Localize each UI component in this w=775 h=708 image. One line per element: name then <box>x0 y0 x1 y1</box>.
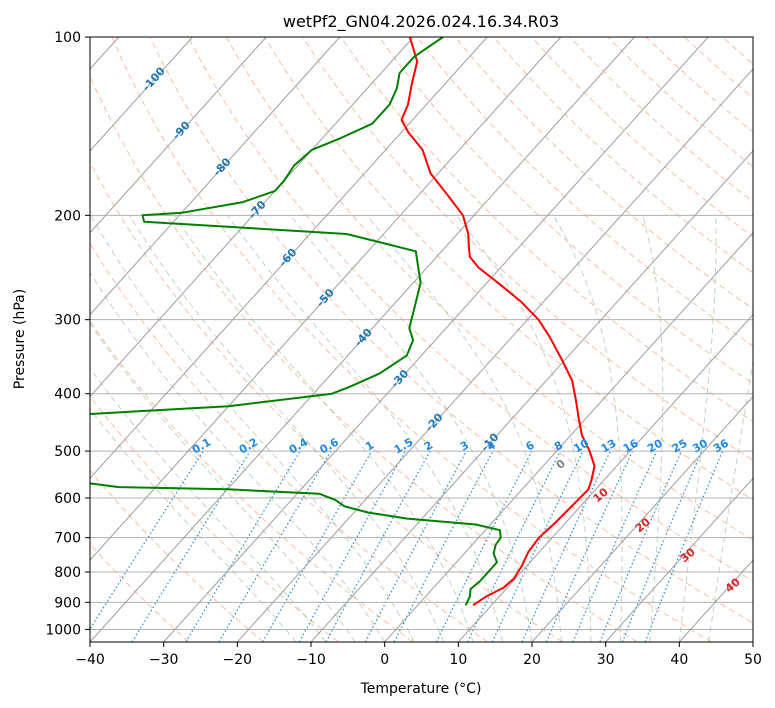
moist-adiabat <box>642 215 664 642</box>
moist-adiabat <box>290 214 533 642</box>
mixing-ratio-line <box>298 450 406 642</box>
moist-adiabat <box>552 215 623 642</box>
mixing-ratio-line <box>90 450 204 631</box>
moist-adiabat <box>456 214 592 642</box>
x-tick-label: 0 <box>380 652 389 668</box>
isotherm <box>310 150 753 642</box>
mixing-ratio-line <box>325 450 431 642</box>
isotherm <box>90 37 193 152</box>
y-axis-label: Pressure (hPa) <box>12 289 28 389</box>
y-tick-label: 300 <box>54 313 81 329</box>
dry-adiabat <box>90 543 190 642</box>
x-tick-label: 10 <box>449 652 467 668</box>
isotherm <box>90 37 414 398</box>
moist-adiabat <box>90 322 356 642</box>
y-tick-label: 400 <box>54 387 81 403</box>
isotherm <box>531 395 753 642</box>
x-tick-label: −20 <box>223 652 253 668</box>
mixing-ratio-line <box>572 450 658 642</box>
dewpoint-line <box>90 37 502 606</box>
isotherm <box>384 231 753 642</box>
mixing-ratio-line <box>364 450 467 642</box>
moist-adiabat <box>174 215 474 642</box>
y-tick-label: 100 <box>54 30 81 46</box>
dry-adiabat <box>90 242 488 642</box>
isotherm <box>236 68 753 642</box>
isotherm <box>90 37 635 642</box>
dry-adiabat <box>90 469 264 642</box>
isotherm <box>90 37 562 561</box>
x-tick-label: 50 <box>744 652 762 668</box>
x-axis-label: Temperature (°C) <box>360 681 482 697</box>
plot-frame <box>89 36 754 643</box>
moist-adiabat <box>90 408 297 642</box>
isotherm <box>90 37 488 480</box>
isotherm <box>752 641 753 642</box>
profile-series <box>90 37 596 607</box>
isotherms <box>90 37 753 642</box>
moist-adiabat <box>90 215 415 642</box>
moist-adiabat <box>366 214 562 642</box>
mixing-ratio-line <box>644 450 724 642</box>
moist-adiabat <box>129 215 445 642</box>
dry-adiabat <box>416 37 753 347</box>
pressure-grid <box>90 37 753 630</box>
y-axis: 100 200 300 400 500 600 700 800 900 1000 <box>45 30 90 638</box>
dry-adiabat <box>454 37 753 310</box>
isotherm <box>90 37 267 234</box>
mixing-ratio-line <box>435 450 533 642</box>
mixing-ratio-line <box>599 450 682 642</box>
y-tick-label: 1000 <box>45 622 81 638</box>
x-axis: −40 −30 −20 −10 0 10 20 30 40 50 <box>75 642 762 668</box>
isotherm <box>457 313 753 642</box>
dry-adiabat <box>90 161 563 642</box>
moist-adiabat <box>226 215 503 642</box>
x-tick-label: 30 <box>597 652 615 668</box>
y-tick-label: 500 <box>54 444 81 460</box>
isotherm <box>90 37 341 316</box>
y-tick-label: 600 <box>54 491 81 507</box>
x-tick-label: −10 <box>296 652 326 668</box>
y-tick-label: 800 <box>54 565 81 581</box>
x-tick-label: −30 <box>149 652 179 668</box>
moist-adiabat <box>678 215 717 642</box>
isotherm <box>163 37 709 642</box>
dry-adiabat <box>149 37 753 624</box>
y-tick-label: 700 <box>54 531 81 547</box>
x-tick-label: 40 <box>670 652 688 668</box>
y-tick-label: 200 <box>54 208 81 224</box>
temperature-line <box>400 37 596 607</box>
x-tick-label: −40 <box>75 652 105 668</box>
mixing-ratio-line <box>621 450 703 642</box>
mixing-ratio-line <box>545 450 634 642</box>
moist-adiabat <box>90 271 386 642</box>
dry-adiabat <box>90 395 339 642</box>
y-tick-label: 900 <box>54 595 81 611</box>
moist-adiabat <box>708 358 753 642</box>
chart-title: wetPf2_GN04.2026.024.16.34.R03 <box>283 12 559 32</box>
x-tick-label: 20 <box>523 652 541 668</box>
isotherm <box>605 477 753 642</box>
